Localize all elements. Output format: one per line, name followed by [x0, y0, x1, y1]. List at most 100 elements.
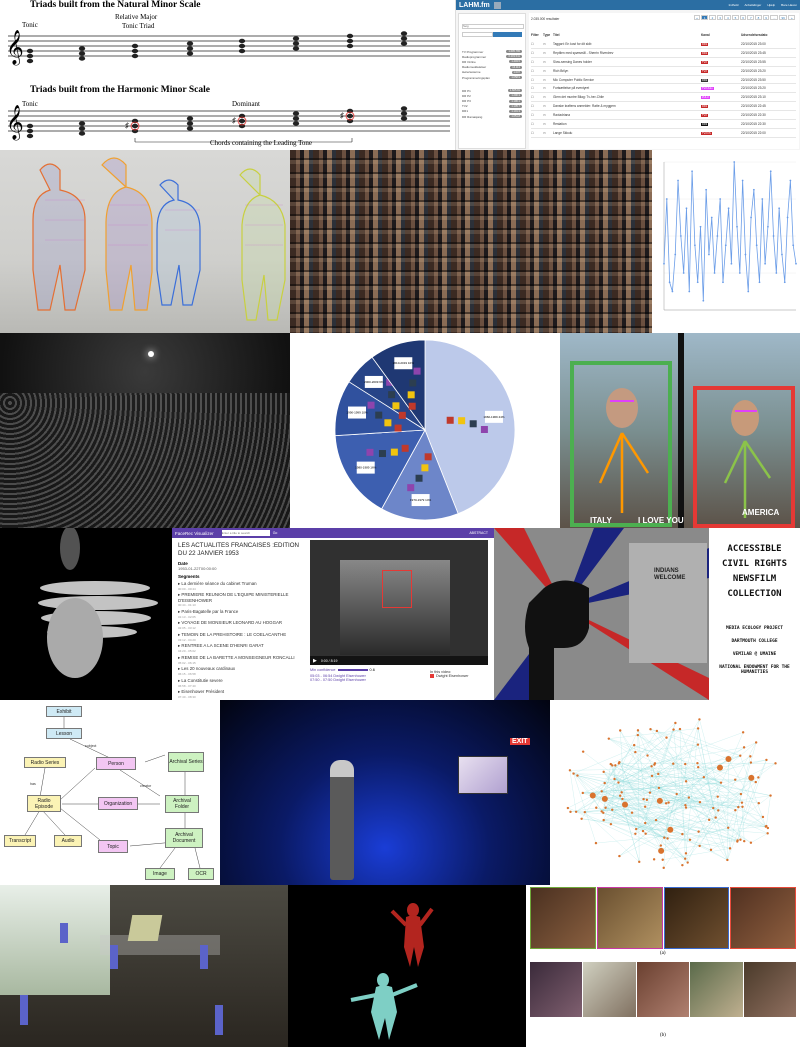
facet-item[interactable]: DR1 1.101.3: [459, 109, 525, 114]
facet-item[interactable]: DR Ramasjang 1.051.8: [459, 114, 525, 119]
page-button[interactable]: 9: [762, 15, 770, 20]
abstract-link[interactable]: ABSTRACT: [469, 531, 488, 535]
go-button[interactable]: Go: [272, 531, 278, 535]
table-row[interactable]: ☐ ▭ Reptilen med spørsmål - Sherrin Riverd…: [531, 49, 796, 58]
segment-item[interactable]: ▸ Paris-Bagatelle par la France 01:13 - 0…: [178, 609, 306, 619]
node-image[interactable]: Image: [145, 868, 175, 880]
facet-item[interactable]: Radiomeddelelser 14.113: [459, 65, 525, 70]
node-archival-document[interactable]: Archival Document: [165, 828, 203, 848]
table-row[interactable]: ☐ ▭ Rich Brilyn TV2 22/10/2015 23:20: [531, 67, 796, 76]
col-channel[interactable]: Kanal: [701, 33, 710, 37]
graph-edge: [668, 802, 743, 807]
table-row[interactable]: ☐ ▭ Slow-sensing Danes holder TV2 22/10/2015…: [531, 58, 796, 67]
graph-node: [611, 808, 614, 811]
segment-item[interactable]: ▸ RENTREE A LA SCENE D'HENRI GARAT 04:20 …: [178, 643, 306, 653]
row-title[interactable]: Rich Brilyn: [553, 68, 569, 73]
node-person[interactable]: Person: [96, 757, 136, 770]
table-row[interactable]: ☐ ▭ Raviadriana TV2 22/10/2015 22:30: [531, 111, 796, 121]
row-title[interactable]: Reptilen med spørsmål - Sherrin Riverdre…: [553, 50, 614, 55]
facet-item[interactable]: TV2 1.105.7: [459, 104, 525, 109]
caption-a: (a): [660, 951, 666, 956]
page-button[interactable]: 8: [755, 15, 762, 20]
page-button[interactable]: »: [788, 15, 795, 20]
page-button[interactable]: «: [693, 15, 701, 20]
node-ocr[interactable]: OCR: [188, 868, 214, 880]
facet-item[interactable]: DR P1 1.605.91: [459, 88, 525, 93]
node-topic[interactable]: Topic: [98, 840, 128, 853]
segment-item[interactable]: ▸ Les 20 nouveaux cardinaux 06:15 - 06:58: [178, 666, 306, 676]
segment-item[interactable]: ▸ Eisenhower Président 07:40 - 08:30: [178, 689, 306, 699]
table-row[interactable]: ☐ ▭ Lange Skkulu TV2 FS 22/10/2015 22:00: [531, 129, 796, 138]
table-row[interactable]: ☐ ▭ Restation DR3 22/10/2015 22:30: [531, 120, 796, 129]
facet-label: DR P2: [462, 93, 471, 98]
header-link-0[interactable]: Indhold: [728, 3, 739, 7]
table-row[interactable]: ☐ ▭ Danske kraftens anmelder: Ratte & mygg…: [531, 102, 796, 112]
node-audio[interactable]: Audio: [54, 835, 82, 847]
painting-a4: [730, 887, 796, 949]
node-archival-series[interactable]: Archival Series: [168, 752, 204, 772]
table-row[interactable]: ☐ ▭ Taggart: En kost for dit skib DR1 22/10/…: [531, 40, 796, 49]
row-title[interactable]: Glem det muntre Bilag: Tv-her-Chile: [553, 95, 604, 100]
page-button[interactable]: ...: [770, 15, 778, 20]
poster-line-3: COLLECTION: [727, 589, 782, 599]
slice-label-box: [364, 375, 383, 388]
segment-item[interactable]: ▸ VOYAGE DE MONSIEUR LEONARD AU HOGGAR 02…: [178, 620, 306, 630]
node-exhibit[interactable]: Exhibit: [46, 706, 82, 717]
node-radio-series[interactable]: Radio Series: [24, 757, 66, 768]
segment-item[interactable]: ▸ La dernière séance du cabinet Truman 00…: [178, 581, 306, 591]
page-button[interactable]: 7: [747, 15, 755, 20]
facet-item[interactable]: TV Programmer 1.605.765: [459, 49, 525, 54]
node-archival-folder[interactable]: Archival Folder: [165, 795, 199, 813]
table-row[interactable]: ☐ ▭ Glem det muntre Bilag: Tv-her-Chile ZUL…: [531, 93, 796, 103]
row-title[interactable]: Mic Computer Public Service: [553, 77, 594, 82]
header-link-1[interactable]: Anbefalinger: [744, 3, 762, 7]
row-title[interactable]: Restation: [553, 121, 567, 126]
col-date[interactable]: Udsendelsesdato: [741, 33, 768, 37]
page-button[interactable]: 4: [724, 15, 732, 20]
segment-item[interactable]: ▸ PREMIERE REUNION DE L'EQUIPE MINISTERI…: [178, 592, 306, 607]
header-link-3[interactable]: Bare Havon: [781, 3, 797, 7]
search-input[interactable]: [462, 23, 524, 29]
table-row[interactable]: ☐ ▭ Fortsættelse på eventyret TV2 Zulu 22/10…: [531, 84, 796, 94]
segment-item[interactable]: ▸ REMISE DE LA BARETTE A MONSEIGNEUR RON…: [178, 655, 306, 665]
grid-icon[interactable]: [493, 1, 501, 9]
detection-1[interactable]: 07:50 - 07:50 Dwight Eisenhower: [310, 678, 366, 682]
lahm-logo[interactable]: LAHM.fm: [459, 1, 490, 9]
row-title[interactable]: Lange Skkulu: [553, 130, 573, 135]
page-button[interactable]: 99: [778, 15, 788, 20]
row-title[interactable]: Danske kraftens anmelder: Ratte & myggem: [553, 104, 616, 109]
page-button[interactable]: 1: [701, 15, 709, 20]
page-button[interactable]: 2: [709, 15, 716, 20]
row-title[interactable]: Slow-sensing Danes holder: [553, 59, 592, 64]
col-title[interactable]: Titel: [553, 33, 560, 37]
title-search-input[interactable]: [221, 530, 270, 536]
page-button[interactable]: 3: [716, 15, 724, 20]
row-title[interactable]: Raviadriana: [553, 113, 571, 118]
video-player[interactable]: ▶ 0:00 / 8:19: [310, 540, 488, 665]
facet-item[interactable]: DR Online 1.403.5: [459, 59, 525, 64]
segment-item[interactable]: ▸ TEMOIN DE LA PREHISTOIRE : LE COELACAN…: [178, 632, 306, 642]
row-title[interactable]: Taggart: En kost for dit skib: [553, 41, 592, 46]
page-button[interactable]: 6: [739, 15, 747, 20]
play-icon[interactable]: ▶: [313, 657, 317, 664]
graph-edge: [682, 777, 752, 866]
confidence-slider[interactable]: [337, 669, 368, 671]
node-organization[interactable]: Organization: [98, 797, 138, 810]
facet-item[interactable]: DR P3 1.196.1: [459, 99, 525, 104]
facet-item[interactable]: Radioprogrammer 6.203.541: [459, 54, 525, 59]
facet-item[interactable]: Programmeringsplan 1.058.9: [459, 75, 525, 80]
table-row[interactable]: ☐ ▭ Mic Computer Public Service DR2 22/10/20…: [531, 76, 796, 85]
search-button[interactable]: [493, 32, 522, 37]
row-title[interactable]: Fortsættelse på eventyret: [553, 86, 590, 91]
header-link-2[interactable]: Hjælp: [767, 3, 776, 7]
facet-item[interactable]: Hørertesterne 1.007: [459, 70, 525, 75]
facet-item[interactable]: DR P2 1.290.3: [459, 93, 525, 98]
detection-0[interactable]: 05:03 - 06:54 Dwight Eisenhower: [310, 674, 366, 678]
segment-item[interactable]: ▸ La Constitutie severe 06:58 - 07:40: [178, 678, 306, 688]
page-button[interactable]: 5: [732, 15, 739, 20]
video-controls[interactable]: ▶ 0:00 / 8:19: [310, 656, 488, 665]
node-lesson[interactable]: Lesson: [46, 728, 82, 739]
filter-button[interactable]: [462, 32, 493, 37]
node-transcript[interactable]: Transcript: [4, 835, 36, 847]
node-radio-episode[interactable]: Radio Episode: [27, 795, 61, 812]
